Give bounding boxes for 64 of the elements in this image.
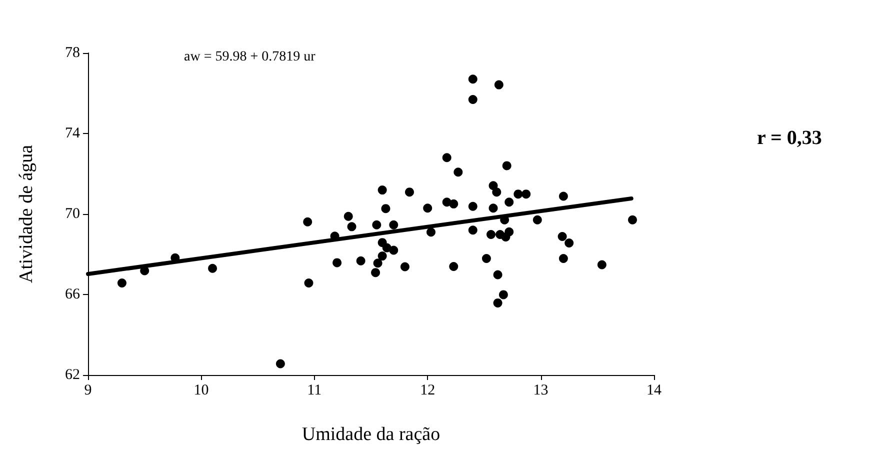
point — [372, 220, 382, 230]
annotation: aw = 59.98 + 0.7819 ur — [184, 50, 316, 64]
point — [468, 94, 478, 104]
point — [332, 258, 342, 268]
point — [389, 220, 398, 230]
x-tick-label: 13 — [533, 382, 548, 398]
point — [468, 74, 478, 84]
point — [628, 215, 637, 224]
point — [426, 228, 436, 237]
x-tick-label: 10 — [194, 382, 209, 398]
point — [344, 212, 353, 221]
y-tick-label: 66 — [65, 286, 80, 302]
point — [347, 222, 356, 232]
point — [276, 359, 285, 368]
point — [404, 188, 414, 197]
point — [423, 204, 432, 213]
point — [493, 270, 502, 280]
point — [117, 278, 126, 288]
point — [493, 298, 502, 308]
point — [492, 188, 502, 197]
x-axis-title: Umidade da ração — [302, 424, 440, 445]
point — [389, 246, 398, 255]
text: r = 0,33 — [757, 127, 822, 149]
x-tick-label: 9 — [84, 382, 92, 398]
point — [468, 226, 478, 235]
point — [304, 278, 314, 288]
x-tick-label: 14 — [646, 382, 662, 398]
point — [486, 230, 496, 240]
y-tick-label: 62 — [65, 367, 80, 383]
point — [532, 215, 542, 224]
point — [502, 161, 512, 170]
y-tick-label: 74 — [65, 126, 80, 142]
point — [558, 192, 568, 201]
point — [400, 262, 410, 272]
point — [378, 252, 387, 261]
point — [558, 232, 567, 242]
point — [504, 198, 514, 207]
point — [597, 260, 606, 270]
point — [356, 256, 366, 266]
point — [378, 186, 387, 195]
point — [449, 262, 458, 272]
y-tick-label: 70 — [65, 206, 80, 222]
x-tick-label: 12 — [420, 382, 436, 398]
point — [303, 217, 312, 226]
point — [454, 168, 463, 177]
point — [504, 227, 514, 236]
point — [494, 80, 504, 90]
y-tick-label: 78 — [65, 45, 80, 61]
point — [482, 254, 491, 263]
x-tick-label: 11 — [307, 382, 322, 398]
point — [564, 238, 574, 248]
y-axis-title: Atividade de água — [16, 144, 37, 284]
point — [449, 199, 458, 208]
point — [442, 153, 452, 162]
point — [381, 204, 390, 214]
point — [468, 202, 478, 211]
point — [208, 264, 218, 273]
point — [488, 204, 498, 213]
point — [498, 290, 508, 300]
point — [514, 190, 523, 199]
point — [522, 190, 531, 199]
point — [371, 268, 380, 278]
point — [558, 254, 568, 263]
point — [373, 258, 382, 268]
